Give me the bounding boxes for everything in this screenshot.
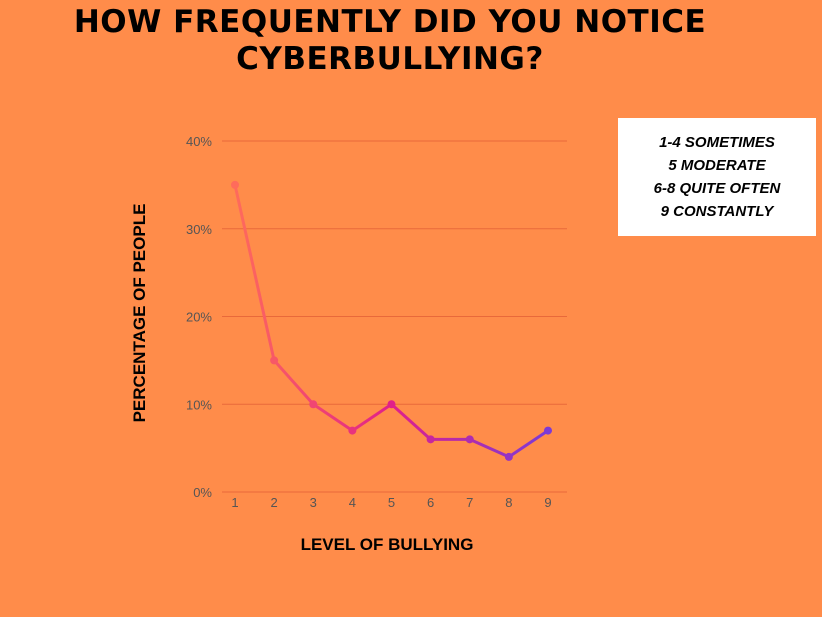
legend-box: 1-4 SOMETIMES 5 MODERATE 6-8 QUITE OFTEN… xyxy=(618,118,816,236)
legend-line-moderate: 5 MODERATE xyxy=(668,157,766,174)
legend-line-sometimes: 1-4 SOMETIMES xyxy=(659,134,775,151)
x-tick-label: 1 xyxy=(231,495,238,510)
x-tick-label: 3 xyxy=(310,495,317,510)
data-points xyxy=(231,180,552,461)
x-tick-label: 2 xyxy=(271,495,278,510)
gridlines xyxy=(222,140,567,493)
y-tick-label: 10% xyxy=(186,397,212,412)
x-axis-label: LEVEL OF BULLYING xyxy=(301,535,474,554)
y-tick-label: 20% xyxy=(186,310,212,325)
chart-title: HOW FREQUENTLY DID YOU NOTICE CYBERBULLY… xyxy=(40,4,740,78)
data-point xyxy=(544,426,552,435)
y-tick-label: 30% xyxy=(186,222,212,237)
data-point xyxy=(231,180,239,189)
data-point xyxy=(348,426,357,435)
x-tick-label: 4 xyxy=(349,495,356,510)
legend-line-quite-often: 6-8 QUITE OFTEN xyxy=(653,180,781,197)
y-axis-label: PERCENTAGE OF PEOPLE xyxy=(130,204,149,423)
x-tick-label: 5 xyxy=(388,495,395,510)
chart-title-line-1: HOW FREQUENTLY DID YOU NOTICE xyxy=(73,4,707,40)
chart-title-line-2: CYBERBULLYING? xyxy=(236,41,544,77)
data-point xyxy=(426,435,435,444)
x-tick-label: 6 xyxy=(427,495,434,510)
data-point xyxy=(270,356,279,365)
data-point xyxy=(465,435,474,444)
data-point xyxy=(387,400,396,409)
data-point xyxy=(309,400,318,409)
data-point xyxy=(504,452,513,461)
legend-line-constantly: 9 CONSTANTLY xyxy=(660,203,774,220)
y-tick-label: 40% xyxy=(186,134,212,149)
series-line xyxy=(233,183,550,459)
x-tick-label: 8 xyxy=(505,495,512,510)
x-tick-label: 9 xyxy=(544,495,551,510)
x-tick-label: 7 xyxy=(466,495,473,510)
y-tick-label: 0% xyxy=(193,485,212,500)
y-tick-labels: 0% 10% 20% 30% 40% xyxy=(186,134,212,500)
x-tick-labels: 1 2 3 4 5 6 7 8 9 xyxy=(231,495,551,510)
